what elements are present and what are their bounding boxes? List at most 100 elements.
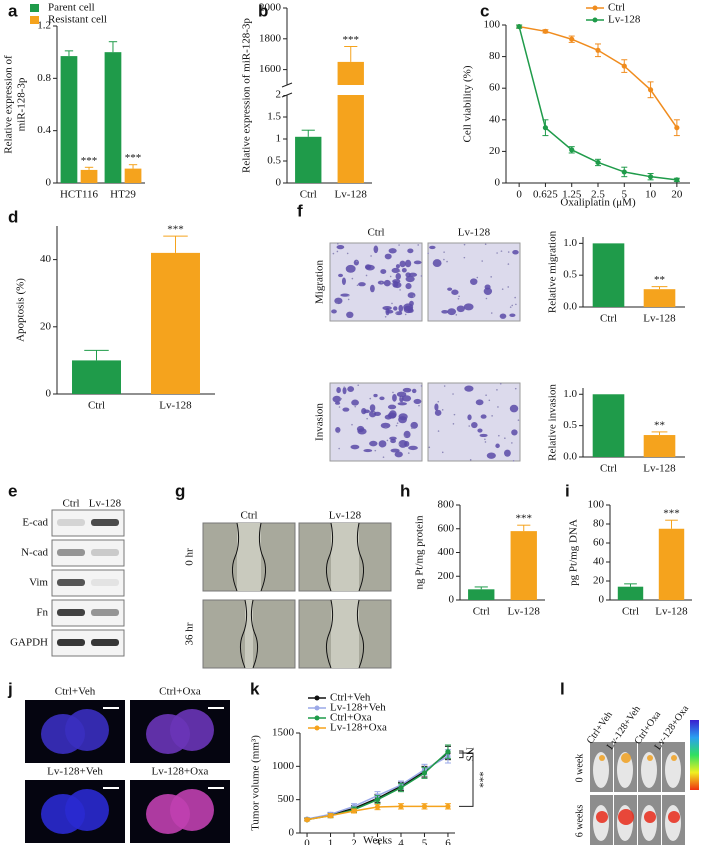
y-axis-label: Relative expression of (3, 55, 15, 154)
pore (476, 276, 479, 279)
panel-letter: b (258, 1, 268, 20)
pore (498, 434, 500, 437)
bar (151, 252, 200, 394)
pore (485, 394, 487, 397)
pore (365, 274, 368, 277)
pore (395, 424, 398, 427)
y-tick-label: 0 (276, 177, 282, 189)
y-axis-label: Tumor volume (mm³) (250, 735, 262, 831)
y-tick-label: 0.8 (37, 72, 51, 84)
pore (463, 243, 466, 246)
pore (515, 303, 517, 306)
point (327, 813, 334, 819)
bar (337, 61, 364, 183)
cell (410, 421, 418, 429)
y-tick-label: 0.4 (37, 124, 51, 136)
cell (404, 259, 412, 268)
cell (391, 267, 400, 274)
blot-band (91, 639, 119, 646)
column-label: Ctrl (62, 498, 79, 510)
image-label: Ctrl+Veh (55, 686, 96, 698)
cell (463, 303, 474, 311)
pore (357, 384, 360, 387)
point (621, 169, 627, 175)
pore (418, 404, 420, 407)
cell (383, 279, 391, 287)
x-tick-label: Lv-128 (643, 463, 676, 475)
point (421, 803, 428, 809)
pore (351, 277, 354, 280)
cell (369, 404, 376, 412)
cell (447, 308, 457, 316)
row-label: Invasion (314, 403, 326, 441)
pore (452, 423, 455, 425)
y-tick-label: 2 (276, 89, 282, 101)
pore (509, 306, 512, 308)
point (569, 36, 575, 42)
significance: *** (516, 513, 533, 525)
cell (441, 309, 449, 314)
y-tick-label: 600 (438, 522, 455, 534)
cell (369, 284, 375, 293)
y-tick-label: 60 (489, 82, 501, 94)
y-tick-label: 0.0 (563, 451, 577, 463)
y-axis-label: miR-128-3p (16, 77, 28, 131)
x-tick-label: 0.625 (533, 189, 558, 201)
legend-swatch (30, 4, 39, 12)
point (374, 797, 381, 803)
annotation: *** (473, 771, 485, 788)
pore (398, 244, 400, 246)
cell (346, 311, 354, 319)
x-tick-label: Lv-128 (508, 606, 541, 618)
y-tick-label: 1800 (259, 32, 282, 44)
pore (354, 405, 357, 408)
cell (398, 416, 407, 424)
y-axis-label: Cell viability (%) (462, 65, 474, 142)
cell (378, 440, 387, 448)
y-tick-label: 400 (438, 546, 455, 558)
mouse (665, 805, 681, 841)
significance: *** (125, 152, 142, 164)
colorbar (690, 720, 699, 790)
cell (495, 443, 500, 449)
y-tick-label: 100 (588, 499, 605, 511)
signal (671, 755, 677, 761)
row-label: GAPDH (10, 637, 48, 649)
blot-band (91, 549, 119, 556)
panel-letter: j (7, 679, 13, 698)
x-tick-label: 20 (671, 189, 683, 201)
wound-edge (325, 599, 334, 669)
panel-letter: h (400, 481, 410, 500)
pore (507, 286, 510, 288)
pore (468, 425, 470, 427)
pore (488, 399, 491, 402)
cell (396, 391, 407, 398)
cell (363, 449, 373, 453)
y-tick-label: 40 (489, 113, 501, 125)
legend-label: Lv-128+Veh (330, 702, 386, 714)
pore (389, 275, 392, 278)
y-tick-label: 1600 (259, 63, 282, 75)
nucleus (170, 709, 214, 751)
y-tick-label: 20 (593, 575, 605, 587)
y-tick-label: 1.5 (267, 111, 281, 123)
nucleus (170, 789, 214, 831)
x-axis-label: Oxaliplatin (μM) (560, 197, 636, 209)
legend-label: Ctrl+Veh (330, 692, 371, 704)
point (445, 803, 451, 809)
row-label: 0 week (574, 754, 585, 783)
nucleus (65, 789, 109, 831)
legend-label: Ctrl+Oxa (330, 712, 372, 724)
cell (395, 273, 401, 280)
signal (647, 755, 653, 761)
x-tick-label: 5 (422, 838, 428, 845)
cell (334, 297, 343, 305)
pore (496, 252, 498, 254)
bar (592, 243, 625, 307)
bracket (459, 752, 474, 807)
panel-letter: a (8, 1, 18, 20)
pore (399, 289, 401, 291)
cell (408, 445, 418, 451)
cell (504, 449, 511, 457)
cell (429, 245, 436, 250)
